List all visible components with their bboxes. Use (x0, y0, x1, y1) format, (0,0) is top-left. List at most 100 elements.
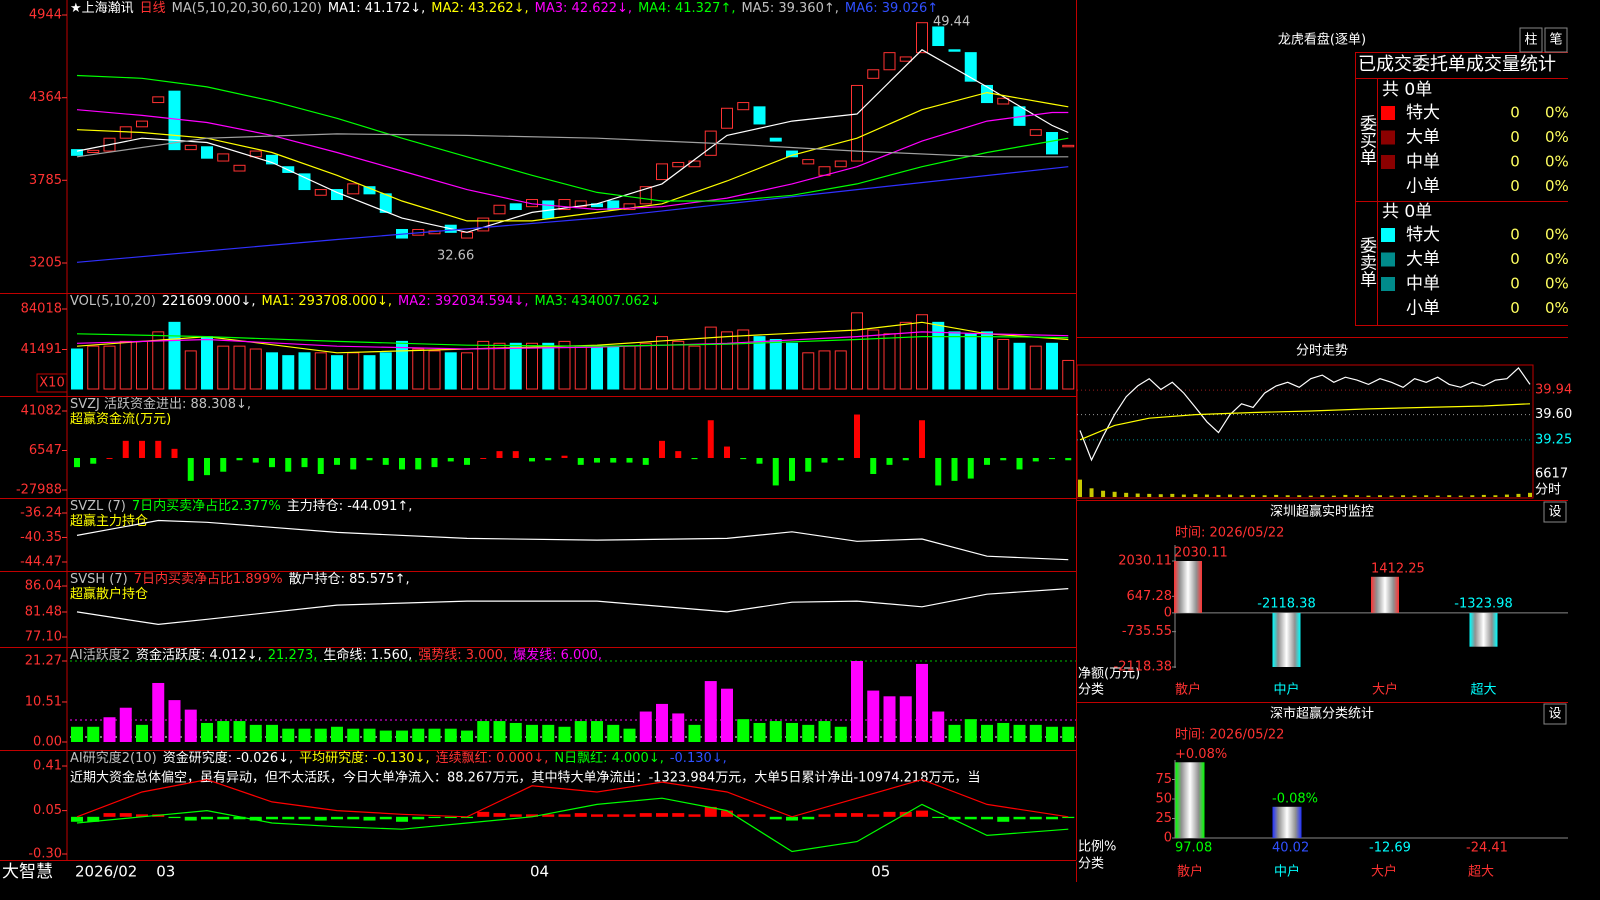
header-segment: SVZJ 活跃资金进出: 88.308↓, (70, 396, 251, 412)
intraday-volume-bar (1112, 491, 1117, 497)
axis-title: 分类 (1078, 683, 1104, 698)
activity-bar (1062, 726, 1075, 742)
candle (639, 186, 652, 205)
color-swatch (1381, 130, 1395, 145)
button-label[interactable]: 笔 (1549, 32, 1562, 48)
header-segment: 资金活跃度: 4.012↓, (136, 647, 262, 663)
volume-bar (1029, 345, 1042, 390)
header-segment: MA5: 39.360↑, (741, 1, 838, 16)
research-bar (851, 813, 863, 817)
intraday-volume-bar (1181, 494, 1186, 497)
research-bar (1062, 816, 1075, 819)
flow-bar (691, 457, 698, 460)
activity-bar (477, 721, 490, 742)
research-bar (526, 814, 538, 817)
side-label: 委卖单 (1356, 236, 1377, 287)
candle (899, 56, 912, 62)
candle (314, 189, 327, 196)
research-bar (87, 816, 100, 822)
header-segment: 散户持仓: 85.575↑, (289, 571, 410, 587)
header-segment: VOL(5,10,20) (70, 294, 156, 309)
unit-box (36, 373, 68, 393)
flow-bar (285, 457, 292, 472)
header-segment: 21.273, (268, 648, 318, 663)
ma-line (76, 91, 1069, 222)
volume-bar (168, 321, 181, 390)
row-name: 特大 (1406, 225, 1440, 245)
research-bar (428, 816, 441, 819)
volume-bar (542, 342, 555, 390)
activity-bar (119, 707, 132, 742)
research-bar (688, 814, 701, 817)
category-label: 超大 (1468, 865, 1494, 880)
candle (867, 69, 880, 79)
y-tick-label: 39.60 (1535, 407, 1572, 422)
candle (477, 217, 490, 232)
volume-bar (266, 352, 278, 390)
research-bar (948, 816, 961, 820)
flow-bar (951, 457, 958, 481)
flow-bar (399, 457, 405, 470)
intraday-volume-bar (1343, 494, 1348, 497)
research-bar (769, 816, 782, 820)
candle (379, 193, 392, 213)
volume-bar (87, 345, 100, 390)
header-segment: 生命线: 1.560, (323, 647, 412, 663)
intraday-volume-bar (1401, 495, 1406, 497)
research-bar (574, 813, 587, 817)
intraday-volume-bar (1285, 495, 1290, 497)
header-segment: 日线 (140, 1, 166, 16)
button-frame[interactable] (1544, 27, 1568, 53)
volume-bar (964, 333, 977, 390)
volume-bar (461, 352, 473, 390)
date-label: 04 (530, 863, 549, 881)
panel-header: SVSH (7) 7日内买卖净占比1.899% 散户持仓: 85.575↑, (70, 571, 410, 587)
button-label[interactable]: 柱 (1524, 33, 1537, 48)
activity-bar (217, 721, 230, 742)
activity-bar (753, 722, 766, 742)
flow-bar (886, 457, 893, 465)
header-segment: -0.130↓, (670, 751, 727, 766)
header-segment: MA1: 41.172↓, (328, 1, 425, 16)
research-bar (396, 816, 408, 822)
header-segment: MA3: 434007.062↓ (535, 294, 661, 309)
button-frame[interactable] (1543, 501, 1567, 523)
volume-bar (347, 352, 360, 390)
activity-bar (1046, 726, 1058, 742)
button-label[interactable]: 设 (1548, 707, 1561, 722)
category-label: 大户 (1371, 864, 1397, 880)
intraday-volume-bar (1516, 493, 1521, 497)
intraday-volume-bar (1297, 495, 1302, 497)
flow-bar (171, 448, 178, 458)
research-bar (623, 814, 636, 817)
y-tick-label: 6547 (29, 443, 62, 458)
button-label[interactable]: 设 (1548, 505, 1561, 520)
button-frame[interactable] (1519, 27, 1543, 53)
activity-bar (201, 722, 213, 742)
flow-bar (317, 457, 324, 475)
unit-label: X10 (39, 376, 64, 391)
flow-bar (74, 457, 80, 468)
candle (201, 146, 213, 159)
net-bar (1469, 612, 1498, 647)
flow-bar (594, 457, 600, 463)
flow-bar (984, 457, 990, 465)
research-bar (461, 816, 473, 819)
volume-bar (834, 350, 847, 390)
activity-bar (656, 703, 668, 742)
y-tick-label: 41491 (21, 342, 62, 357)
flow-bar (789, 457, 795, 481)
volume-bar (981, 331, 993, 390)
activity-bar (526, 724, 538, 742)
net-bar (1174, 561, 1202, 613)
research-bar (477, 811, 490, 817)
flow-bar (854, 414, 860, 458)
research-bar (201, 816, 213, 820)
activity-bar (997, 722, 1010, 742)
research-bar (136, 814, 148, 817)
intraday-volume-bar (1124, 492, 1129, 497)
button-frame[interactable] (1543, 703, 1567, 725)
flow-bar (366, 457, 373, 461)
research-bar (607, 814, 620, 817)
volume-bar (477, 340, 490, 390)
